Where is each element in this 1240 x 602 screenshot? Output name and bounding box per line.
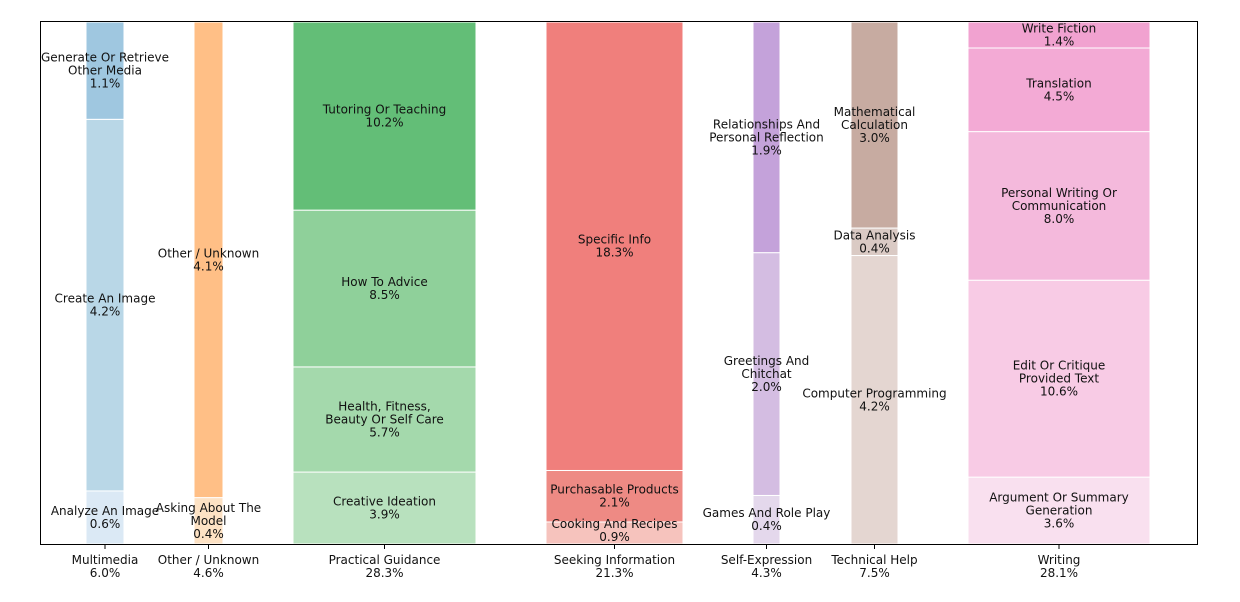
segment-labels-layer: Analyze An Image 0.6% Create An Image 4.2% G…	[41, 22, 1129, 544]
bar-segment-seeking-information-specific-info	[545, 21, 684, 471]
segment-label-translation: Translation 4.5%	[1025, 76, 1091, 103]
segment-label-edit-or-critique: Edit Or Critique Provided Text 10.6%	[1013, 359, 1106, 399]
segment-label-generate-or-retrieve: Generate Or Retrieve Other Media 1.1%	[41, 51, 169, 91]
x-tick-label-writing: Writing 28.1%	[1038, 553, 1081, 580]
plot-frame	[40, 21, 1198, 545]
segment-label-games-and-role-play: Games And Role Play 0.4%	[703, 506, 831, 533]
segment-label-how-to-advice: How To Advice 8.5%	[341, 275, 427, 302]
bar-segment-practical-guidance-creative-ideation	[292, 471, 477, 545]
bar-segment-technical-help-computer-programming	[850, 255, 899, 545]
bar-segment-technical-help-data-analysis	[850, 227, 899, 257]
segment-label-data-analysis: Data Analysis 0.4%	[834, 228, 916, 255]
bar-segment-other-unknown-asking-about-the	[193, 497, 224, 545]
bar-segment-self-expression-games-and-role-play	[752, 494, 781, 545]
x-tick-label-practical-guidance: Practical Guidance 28.3%	[329, 553, 441, 580]
segment-label-specific-info: Specific Info 18.3%	[578, 233, 651, 260]
segment-label-greetings-and: Greetings And Chitchat 2.0%	[724, 354, 810, 394]
segment-label-computer-programming: Computer Programming 4.2%	[802, 386, 946, 413]
x-tick-label-seeking-information: Seeking Information 21.3%	[554, 553, 675, 580]
segment-label-cooking-and-recipes: Cooking And Recipes 0.9%	[552, 517, 678, 544]
bar-segment-writing-argument-or-summary	[967, 476, 1151, 545]
segment-label-mathematical: Mathematical Calculation 3.0%	[834, 105, 916, 145]
bars-layer	[85, 21, 1151, 545]
x-tick-label-technical-help: Technical Help 7.5%	[830, 553, 917, 580]
x-tick-label-other-unknown: Other / Unknown 4.6%	[158, 553, 259, 580]
bar-segment-technical-help-mathematical	[850, 21, 899, 229]
segment-label-other-unknown: Other / Unknown 4.1%	[158, 246, 259, 273]
x-tick-label-self-expression: Self-Expression 4.3%	[721, 553, 812, 580]
segment-label-write-fiction: Write Fiction 1.4%	[1022, 22, 1096, 49]
bar-segment-multimedia-create-an-image	[85, 118, 125, 492]
segment-label-personal-writing-or: Personal Writing Or Communication 8.0%	[1001, 186, 1117, 226]
bar-segment-writing-edit-or-critique	[967, 279, 1151, 478]
segment-label-tutoring-or-teaching: Tutoring Or Teaching 10.2%	[322, 103, 446, 130]
segment-label-health-fitness: Health, Fitness, Beauty Or Self Care 5.7%	[325, 399, 444, 439]
bar-segment-practical-guidance-health-fitness	[292, 366, 477, 473]
segment-label-analyze-an-image: Analyze An Image 0.6%	[51, 504, 159, 531]
bar-segment-writing-personal-writing-or	[967, 131, 1151, 281]
bar-segment-other-unknown-other-unknown	[193, 21, 224, 499]
bar-segment-writing-write-fiction	[967, 21, 1151, 49]
segment-label-purchasable-products: Purchasable Products 2.1%	[550, 483, 678, 510]
segment-label-argument-or-summary: Argument Or Summary Generation 3.6%	[989, 491, 1129, 531]
x-axis-ticks: Multimedia 6.0% Other / Unknown 4.6% Practic…	[72, 545, 1081, 580]
bar-segment-self-expression-greetings-and	[752, 252, 781, 496]
segment-label-create-an-image: Create An Image 4.2%	[55, 292, 156, 319]
segment-label-asking-about-the: Asking About The Model 0.4%	[156, 501, 261, 541]
bar-segment-writing-translation	[967, 47, 1151, 133]
bar-segment-practical-guidance-tutoring-or-teaching	[292, 21, 477, 211]
x-tick-label-multimedia: Multimedia 6.0%	[72, 553, 139, 580]
bar-segment-multimedia-analyze-an-image	[85, 490, 125, 545]
bar-segment-practical-guidance-how-to-advice	[292, 209, 477, 368]
segment-label-relationships-and: Relationships And Personal Reflection 1.9%	[709, 117, 824, 157]
segment-label-creative-ideation: Creative Ideation 3.9%	[333, 495, 436, 522]
